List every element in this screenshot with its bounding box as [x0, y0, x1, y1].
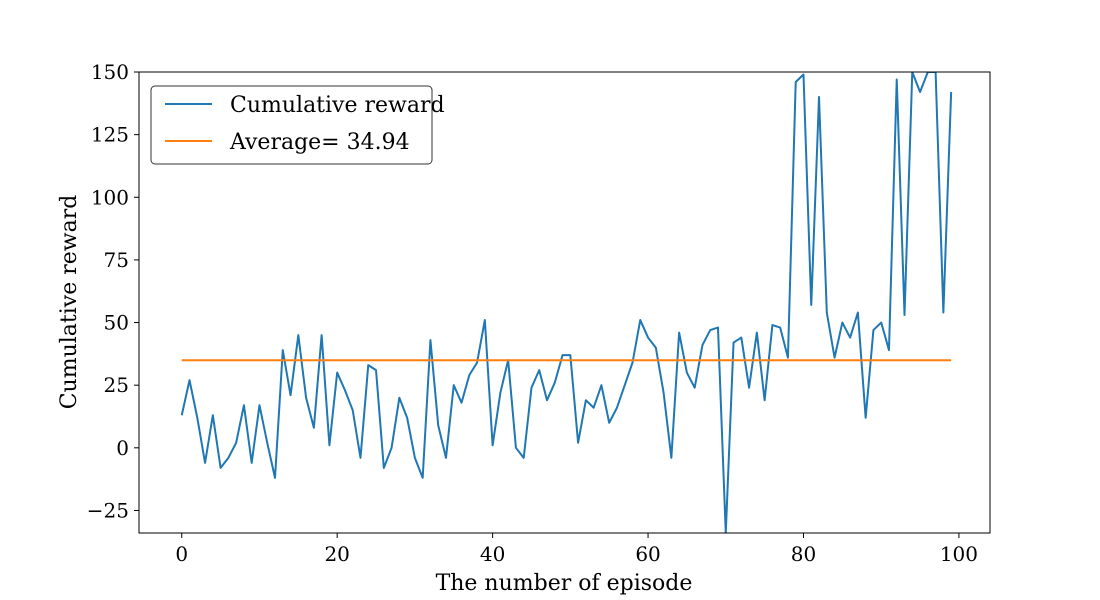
x-axis: 0 20 40 60 80 100 — [175, 533, 978, 566]
y-tick-label: −25 — [87, 498, 129, 522]
cumulative-reward-line — [180, 72, 953, 533]
y-tick-label: 50 — [104, 311, 129, 335]
legend-label-average: Average= 34.94 — [229, 130, 410, 155]
legend: Cumulative reward Average= 34.94 — [150, 85, 445, 165]
y-tick-label: 25 — [104, 373, 129, 397]
x-tick-label: 0 — [175, 542, 188, 566]
y-tick-label: 100 — [91, 185, 129, 209]
x-axis-label: The number of episode — [436, 571, 693, 596]
y-tick-label: 150 — [91, 60, 129, 84]
x-tick-label: 80 — [791, 542, 816, 566]
legend-box — [150, 85, 433, 165]
y-axis-label: Cumulative reward — [57, 195, 82, 410]
series-layer — [180, 72, 953, 533]
y-axis: −25 0 25 50 75 100 125 150 — [87, 60, 139, 522]
y-tick-label: 125 — [91, 123, 129, 147]
legend-label-cumulative-reward: Cumulative reward — [230, 93, 445, 118]
plot-frame — [138, 71, 991, 534]
y-tick-label: 75 — [104, 248, 129, 272]
y-tick-label: 0 — [116, 436, 129, 460]
x-tick-label: 100 — [940, 542, 978, 566]
x-tick-label: 60 — [635, 542, 660, 566]
x-tick-label: 20 — [324, 542, 349, 566]
x-tick-label: 40 — [480, 542, 505, 566]
